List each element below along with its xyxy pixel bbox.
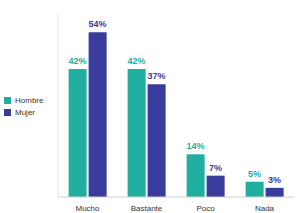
svg-text:5%: 5% [248,169,261,179]
html-text:Mujer: Mujer [15,107,35,117]
svg-text:14%: 14% [187,141,205,151]
html-text:Hombre: Hombre [15,95,44,105]
svg-text:42%: 42% [128,56,146,66]
svg-text:3%: 3% [268,175,281,185]
svg-text:54%: 54% [89,19,107,29]
svg-text:Mucho: Mucho [75,204,100,213]
svg-text:Bastante: Bastante [131,204,163,213]
svg-text:42%: 42% [69,56,87,66]
svg-text:37%: 37% [148,71,166,81]
svg-text:Poco: Poco [196,204,215,213]
svg-text:Nada: Nada [255,204,275,213]
svg-text:7%: 7% [209,163,222,173]
